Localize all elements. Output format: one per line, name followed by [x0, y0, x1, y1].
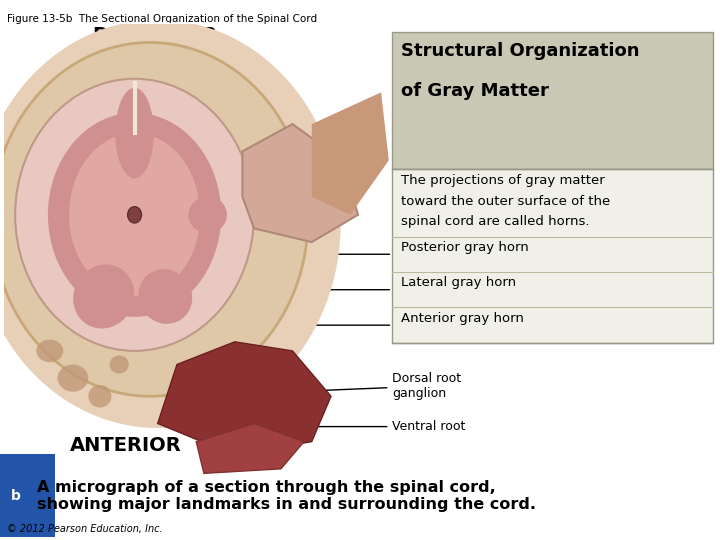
Text: toward the outer surface of the: toward the outer surface of the [401, 195, 611, 208]
Text: Dorsal
root: Dorsal root [257, 239, 297, 281]
Circle shape [127, 207, 142, 223]
Text: Anterior gray horn: Anterior gray horn [401, 312, 524, 325]
Text: spinal cord are called horns.: spinal cord are called horns. [401, 215, 590, 228]
Text: Structural Organization: Structural Organization [401, 42, 639, 60]
Text: Ventral root: Ventral root [298, 420, 466, 433]
Ellipse shape [189, 197, 227, 233]
Text: of Gray Matter: of Gray Matter [401, 82, 549, 100]
Polygon shape [312, 92, 389, 215]
FancyBboxPatch shape [392, 32, 713, 169]
Ellipse shape [69, 133, 200, 296]
Ellipse shape [138, 269, 192, 324]
Ellipse shape [89, 385, 112, 408]
Text: Posterior
median sulcus: Posterior median sulcus [138, 72, 229, 149]
Text: POSTERIOR: POSTERIOR [92, 25, 217, 45]
Text: Figure 13-5b  The Sectional Organization of the Spinal Cord: Figure 13-5b The Sectional Organization … [7, 14, 318, 24]
Ellipse shape [115, 88, 154, 179]
Text: Dorsal root
ganglion: Dorsal root ganglion [298, 372, 462, 400]
Ellipse shape [36, 340, 63, 362]
Ellipse shape [73, 265, 135, 328]
Ellipse shape [15, 79, 254, 351]
Polygon shape [243, 124, 358, 242]
Polygon shape [196, 423, 304, 474]
Ellipse shape [48, 113, 221, 317]
Polygon shape [158, 342, 331, 455]
Text: A micrograph of a section through the spinal cord,
showing major landmarks in an: A micrograph of a section through the sp… [37, 480, 536, 512]
Text: Posterior gray horn: Posterior gray horn [401, 241, 528, 254]
Text: b: b [11, 489, 21, 503]
Text: ANTERIOR: ANTERIOR [70, 436, 182, 455]
Ellipse shape [0, 20, 341, 428]
Text: Lateral gray horn: Lateral gray horn [401, 276, 516, 289]
Ellipse shape [0, 43, 308, 396]
Ellipse shape [58, 364, 89, 391]
FancyBboxPatch shape [392, 169, 713, 343]
Ellipse shape [109, 355, 129, 374]
Text: The projections of gray matter: The projections of gray matter [401, 174, 605, 187]
Text: © 2012 Pearson Education, Inc.: © 2012 Pearson Education, Inc. [7, 523, 163, 534]
